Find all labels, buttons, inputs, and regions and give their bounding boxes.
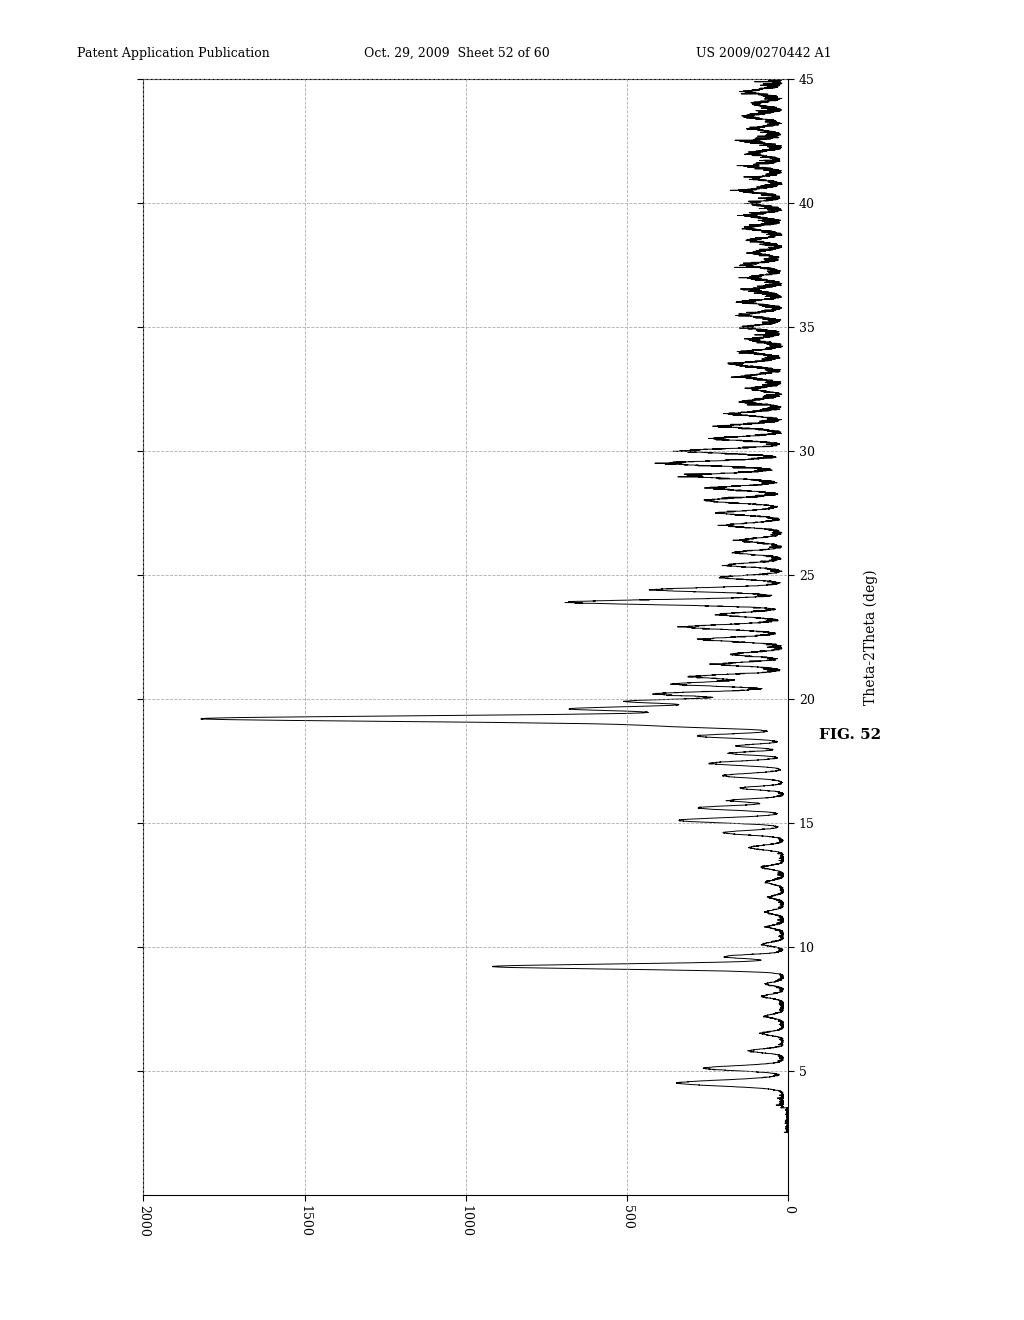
Text: US 2009/0270442 A1: US 2009/0270442 A1 xyxy=(696,46,831,59)
Text: Oct. 29, 2009  Sheet 52 of 60: Oct. 29, 2009 Sheet 52 of 60 xyxy=(364,46,549,59)
Y-axis label: Theta-2Theta (deg): Theta-2Theta (deg) xyxy=(863,569,878,705)
Text: FIG. 52: FIG. 52 xyxy=(819,729,881,742)
Text: Patent Application Publication: Patent Application Publication xyxy=(77,46,269,59)
